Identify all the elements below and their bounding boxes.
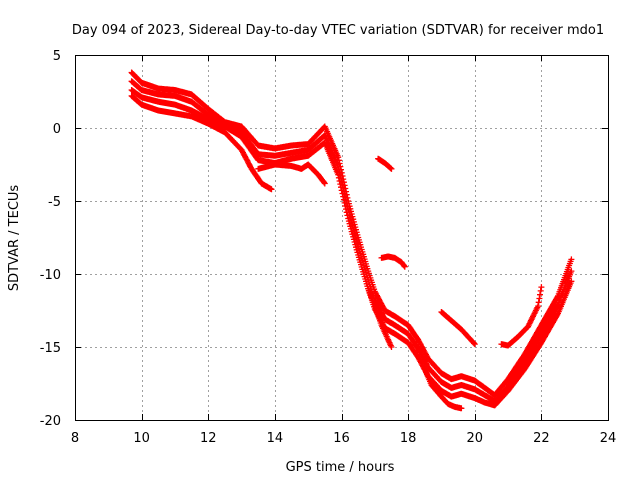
data-marker-path	[498, 284, 545, 349]
series-track-k	[498, 284, 545, 349]
x-tick-label: 14	[267, 431, 284, 446]
series-track-d	[128, 92, 275, 193]
x-axis-title: GPS time / hours	[286, 460, 395, 475]
x-tick-label: 16	[333, 431, 350, 446]
data-points	[128, 69, 575, 412]
series-track-c	[128, 87, 575, 409]
x-tick-label: 24	[600, 431, 617, 446]
x-tick-label: 22	[533, 431, 550, 446]
data-marker-path	[365, 285, 395, 350]
data-marker-path	[378, 253, 408, 270]
data-marker-path	[375, 155, 395, 172]
series-track-h	[365, 285, 395, 350]
x-tick-label: 8	[71, 431, 79, 446]
series-track-e	[255, 161, 328, 187]
x-axis: 8 10 12 14 16 18 20 22 24	[71, 55, 616, 446]
x-tick-label: 20	[466, 431, 483, 446]
y-tick-label: -5	[48, 195, 61, 210]
y-axis-title: SDTVAR / TECUs	[7, 185, 22, 292]
series-track-f	[375, 155, 395, 172]
series-track-j	[438, 309, 478, 348]
x-tick-label: 12	[200, 431, 217, 446]
y-tick-label: 5	[53, 49, 61, 64]
series-track-g	[378, 253, 408, 270]
y-tick-label: 0	[53, 122, 61, 137]
chart-title: Day 094 of 2023, Sidereal Day-to-day VTE…	[72, 23, 604, 38]
y-axis: 5 0 -5 -10 -15 -20	[40, 49, 608, 429]
x-tick-label: 18	[400, 431, 417, 446]
y-tick-label: -15	[40, 341, 61, 356]
series-track-i	[421, 365, 465, 412]
data-marker-path	[128, 92, 275, 193]
data-marker-path	[438, 309, 478, 348]
data-marker-path	[128, 87, 575, 409]
data-marker-path	[255, 161, 328, 187]
x-tick-label: 10	[133, 431, 150, 446]
y-tick-label: -10	[40, 268, 61, 283]
y-tick-label: -20	[40, 414, 61, 429]
data-marker-path	[128, 78, 575, 404]
series-track-b	[128, 78, 575, 404]
data-marker-path	[421, 365, 465, 412]
